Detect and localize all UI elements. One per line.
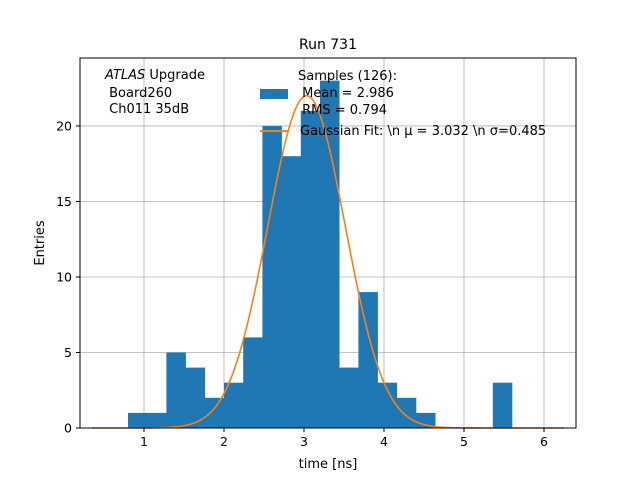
atlas-annotation: ATLAS Upgrade Board260 Ch011 35dB <box>104 68 205 117</box>
y-tick-label: 20 <box>56 118 72 133</box>
chart-title: Run 731 <box>299 37 357 53</box>
histogram-bar <box>281 156 302 428</box>
histogram-bar <box>204 397 225 428</box>
legend-mean-line: Mean = 2.986 <box>298 86 394 101</box>
svg-text:ATLAS Upgrade: ATLAS Upgrade <box>104 68 205 83</box>
y-axis-ticks: 0 5 10 15 20 <box>56 118 80 436</box>
histogram-bar <box>492 382 513 428</box>
x-tick-label: 5 <box>460 434 468 449</box>
x-tick-label: 6 <box>540 434 548 449</box>
y-tick-label: 10 <box>56 269 72 284</box>
legend-samples-line: Samples (126): <box>298 69 397 84</box>
legend-fit-label: Gaussian Fit: \n μ = 3.032 \n σ=0.485 <box>300 124 546 139</box>
atlas-italic-label: ATLAS <box>104 68 145 83</box>
y-tick-label: 5 <box>64 345 72 360</box>
histogram-bars <box>128 80 513 429</box>
legend-hist-swatch <box>260 89 288 99</box>
atlas-upgrade-label: Upgrade <box>145 68 205 83</box>
x-tick-label: 2 <box>220 434 228 449</box>
histogram-bar <box>243 337 263 428</box>
legend: Samples (126): Mean = 2.986 RMS = 0.794 … <box>260 69 546 139</box>
x-axis-ticks: 1 2 3 4 5 6 <box>140 428 548 449</box>
histogram-bar <box>320 80 340 428</box>
x-tick-label: 3 <box>300 434 308 449</box>
histogram-bar <box>377 382 398 428</box>
histogram-bar <box>224 382 244 428</box>
histogram-bar <box>185 367 206 428</box>
histogram-bar <box>166 352 186 428</box>
y-axis-label: Entries <box>33 220 48 266</box>
plot-frame <box>79 57 577 429</box>
histogram-bar <box>396 397 417 428</box>
x-axis-label: time [ns] <box>299 457 358 472</box>
histogram-bar <box>128 412 148 428</box>
board-label: Board260 <box>105 86 172 101</box>
x-tick-label: 1 <box>140 434 148 449</box>
x-tick-label: 4 <box>380 434 388 449</box>
histogram-bar <box>339 367 359 428</box>
histogram-bar <box>147 412 167 428</box>
y-tick-label: 15 <box>56 194 72 209</box>
histogram-bar <box>300 110 321 428</box>
channel-label: Ch011 35dB <box>105 102 189 117</box>
histogram-bar <box>358 292 378 428</box>
y-tick-label: 0 <box>64 421 72 436</box>
histogram-bar <box>262 125 282 429</box>
legend-rms-line: RMS = 0.794 <box>298 103 387 118</box>
